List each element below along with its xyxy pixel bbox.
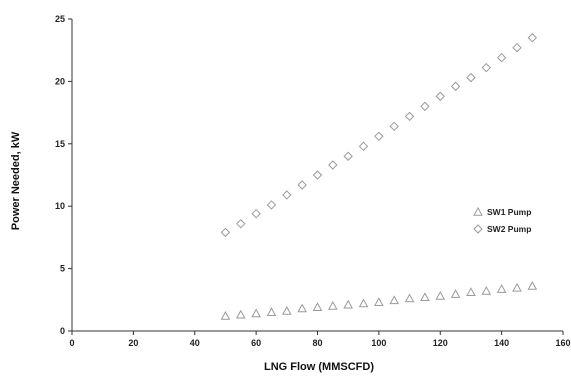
data-point — [328, 160, 338, 170]
data-point — [374, 131, 384, 142]
data-point — [420, 292, 430, 302]
data-point — [266, 200, 277, 210]
legend: SW1 Pump SW2 Pump — [473, 206, 531, 234]
x-tick-label: 20 — [128, 338, 138, 348]
series-2-points — [220, 33, 538, 238]
data-point — [297, 180, 307, 190]
data-point — [435, 291, 446, 300]
x-tick-label: 100 — [371, 338, 386, 348]
data-point — [404, 293, 415, 303]
data-point — [450, 81, 461, 92]
data-point — [220, 227, 231, 238]
data-point — [251, 308, 261, 318]
data-point — [512, 42, 522, 53]
data-point — [220, 310, 231, 320]
y-axis-title: Power Needed, kW — [10, 131, 22, 230]
data-point — [327, 301, 338, 310]
data-point — [358, 141, 369, 152]
data-point — [266, 307, 277, 316]
x-axis-title: LNG Flow (MMSCFD) — [264, 361, 374, 373]
data-point — [466, 287, 476, 297]
x-tick-label: 60 — [251, 338, 261, 348]
x-tick-label: 120 — [433, 338, 448, 348]
data-point — [389, 121, 399, 132]
data-marks — [220, 33, 538, 320]
x-tick-label: 40 — [190, 338, 200, 348]
data-point — [235, 309, 246, 319]
y-tick-label: 15 — [55, 139, 65, 149]
data-point — [481, 62, 491, 73]
x-tick-label: 80 — [312, 338, 322, 348]
series-1-points — [220, 281, 538, 320]
data-point — [374, 297, 384, 306]
legend-marker-2 — [473, 224, 483, 234]
data-point — [435, 91, 445, 102]
data-point — [527, 281, 538, 290]
y-tick-label: 0 — [60, 326, 65, 336]
ticks: 0 20 40 60 80 100 120 140 160 0 5 10 15 20 25 — [55, 14, 571, 348]
data-point — [297, 303, 308, 313]
data-point — [343, 151, 353, 161]
y-tick-label: 10 — [55, 201, 65, 211]
legend-label-1: SW1 Pump — [487, 207, 531, 217]
axes — [71, 19, 563, 332]
data-point — [358, 298, 369, 308]
data-point — [481, 286, 492, 295]
data-point — [496, 52, 507, 63]
data-point — [281, 306, 292, 315]
legend-label-2: SW2 Pump — [487, 224, 531, 234]
x-tick-label: 0 — [69, 338, 74, 348]
data-point — [466, 72, 476, 83]
data-point — [312, 170, 323, 180]
data-point — [389, 295, 400, 305]
data-point — [420, 101, 430, 112]
data-point — [251, 208, 261, 219]
x-tick-label: 140 — [494, 338, 509, 348]
x-tick-label: 160 — [555, 338, 570, 348]
data-point — [450, 289, 461, 298]
data-point — [343, 299, 354, 309]
data-point — [496, 284, 507, 293]
legend-marker-1 — [473, 206, 483, 216]
y-tick-label: 5 — [60, 264, 65, 274]
y-tick-label: 20 — [55, 76, 65, 86]
y-tick-label: 25 — [55, 14, 65, 24]
data-point — [236, 218, 246, 229]
data-point — [404, 111, 415, 122]
data-point — [282, 190, 292, 200]
data-point — [312, 302, 323, 311]
data-point — [527, 33, 538, 43]
data-point — [512, 282, 522, 292]
